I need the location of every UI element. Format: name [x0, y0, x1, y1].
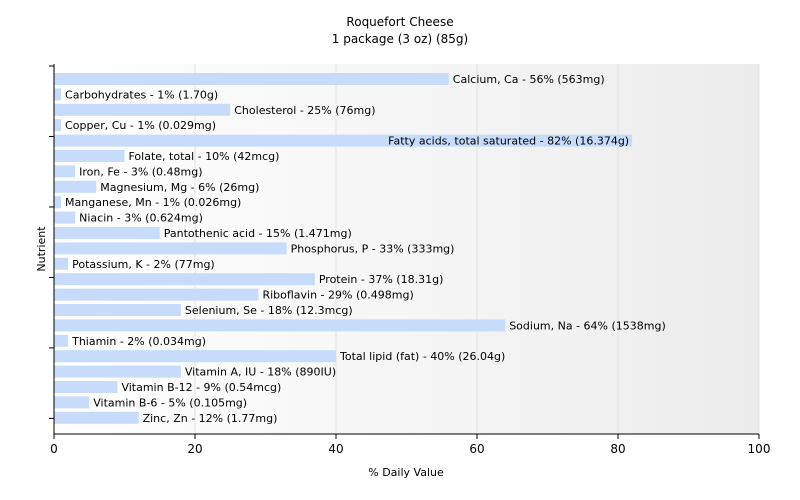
- x-tick-label: 100: [748, 442, 771, 456]
- bar: [54, 365, 181, 378]
- y-axis-label: Nutrient: [35, 226, 48, 272]
- bar-label: Magnesium, Mg - 6% (26mg): [100, 181, 259, 194]
- bar: [54, 180, 97, 193]
- x-tick-label: 40: [328, 442, 343, 456]
- bar-label: Carbohydrates - 1% (1.70g): [65, 88, 218, 101]
- bar-label: Phosphorus, P - 33% (333mg): [291, 242, 455, 255]
- bar: [54, 350, 336, 363]
- bar: [54, 396, 90, 409]
- chart-subtitle: 1 package (3 oz) (85g): [331, 32, 469, 46]
- bar-label: Selenium, Se - 18% (12.3mcg): [185, 304, 353, 317]
- bar: [54, 257, 69, 270]
- bar-label: Riboflavin - 29% (0.498mg): [262, 289, 413, 302]
- x-tick-label: 60: [469, 442, 484, 456]
- bar-label: Sodium, Na - 64% (1538mg): [509, 319, 666, 332]
- bar: [54, 119, 62, 132]
- bar: [54, 134, 633, 147]
- bar-label: Vitamin B-6 - 5% (0.105mg): [93, 396, 247, 409]
- bar-label: Manganese, Mn - 1% (0.026mg): [65, 196, 241, 209]
- bar: [54, 196, 62, 209]
- chart-title: Roquefort Cheese: [346, 15, 454, 29]
- bar: [54, 242, 287, 255]
- bar: [54, 334, 69, 347]
- bar: [54, 227, 160, 239]
- bar-label: Calcium, Ca - 56% (563mg): [453, 73, 605, 86]
- bar-label: Niacin - 3% (0.624mg): [79, 212, 203, 225]
- x-tick-label: 0: [50, 442, 58, 456]
- bar-label: Vitamin B-12 - 9% (0.54mcg): [121, 381, 281, 394]
- bar: [54, 150, 125, 162]
- bar-label: Protein - 37% (18.31g): [319, 273, 444, 286]
- bar-label: Vitamin A, IU - 18% (890IU): [185, 366, 336, 379]
- x-tick-label: 80: [610, 442, 625, 456]
- bar-label: Iron, Fe - 3% (0.48mg): [79, 165, 202, 178]
- bar: [54, 165, 76, 178]
- bar: [54, 88, 62, 101]
- x-axis-label: % Daily Value: [368, 466, 444, 479]
- bar-label: Potassium, K - 2% (77mg): [72, 258, 215, 271]
- bar: [54, 319, 506, 332]
- bar-label: Total lipid (fat) - 40% (26.04g): [339, 350, 505, 363]
- bar: [54, 288, 259, 301]
- bar-label: Pantothenic acid - 15% (1.471mg): [164, 227, 352, 240]
- bar-label: Folate, total - 10% (42mcg): [129, 150, 280, 163]
- bar: [54, 211, 76, 224]
- bar: [54, 381, 118, 393]
- bar: [54, 273, 315, 286]
- bar: [54, 103, 231, 116]
- bar: [54, 411, 139, 424]
- bar-label: Thiamin - 2% (0.034mg): [71, 335, 206, 348]
- bar: [54, 73, 449, 85]
- bar-label: Zinc, Zn - 12% (1.77mg): [143, 412, 278, 425]
- bar-label: Cholesterol - 25% (76mg): [234, 104, 375, 117]
- bar: [54, 304, 181, 316]
- bar-label: Copper, Cu - 1% (0.029mg): [65, 119, 216, 132]
- x-tick-label: 20: [187, 442, 202, 456]
- bar-label: Fatty acids, total saturated - 82% (16.3…: [388, 135, 629, 148]
